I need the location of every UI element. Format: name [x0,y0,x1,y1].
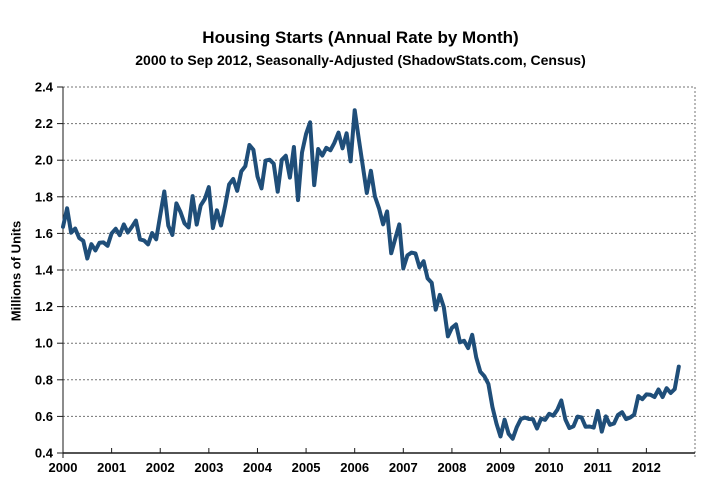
y-tick-label: 2.0 [35,153,53,168]
x-tick-label: 2012 [632,460,661,475]
series-line [61,108,681,441]
x-tick-label: 2010 [535,460,564,475]
y-tick-label: 2.2 [35,116,53,131]
y-tick-label: 1.8 [35,189,53,204]
y-tick-label: 1.6 [35,226,53,241]
y-tick-label: 0.6 [35,409,53,424]
y-tick-label: 0.8 [35,372,53,387]
x-tick-label: 2005 [292,460,321,475]
x-tick-label: 2001 [97,460,126,475]
y-tick-label: 1.0 [35,336,53,351]
x-tick-label: 2011 [584,460,612,475]
y-tick-label: 2.4 [35,80,54,95]
y-tick-label: 1.2 [35,299,53,314]
x-tick-label: 2009 [486,460,515,475]
x-tick-label: 2007 [389,460,418,475]
x-tick-label: 2000 [49,460,78,475]
chart-subtitle: 2000 to Sep 2012, Seasonally-Adjusted (S… [135,52,586,68]
x-tick-label: 2006 [340,460,369,475]
x-tick-label: 2004 [243,460,273,475]
chart-title: Housing Starts (Annual Rate by Month) [202,28,519,47]
y-tick-label: 0.4 [35,446,54,461]
y-tick-label: 1.4 [35,263,54,278]
x-tick-label: 2008 [437,460,466,475]
x-tick-label: 2003 [194,460,223,475]
x-tick-label: 2002 [146,460,175,475]
